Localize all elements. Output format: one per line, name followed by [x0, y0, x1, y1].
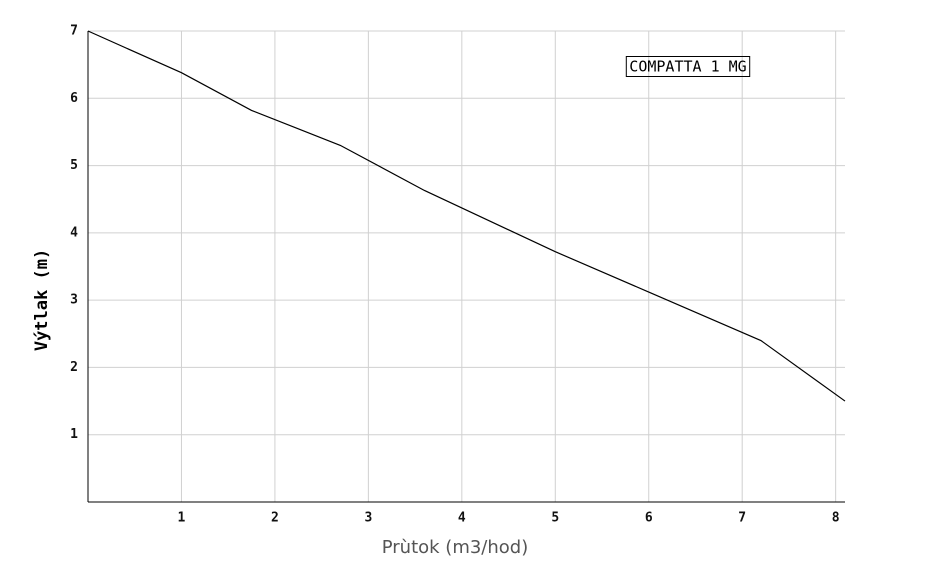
x-tick-label: 4	[458, 511, 466, 526]
legend-label: COMPATTA 1 MG	[629, 58, 746, 76]
y-tick-label: 5	[70, 158, 78, 173]
y-tick-label: 4	[70, 225, 78, 240]
x-tick-label: 5	[551, 511, 559, 526]
line	[87, 30, 846, 402]
x-tick-label: 1	[178, 511, 186, 526]
y-tick-label: 1	[70, 427, 78, 442]
y-tick-label: 3	[70, 293, 78, 308]
y-axis-label: Výtlak (m)	[32, 249, 52, 351]
x-tick-label: 6	[645, 511, 653, 526]
y-tick-label: 7	[70, 24, 78, 39]
x-tick-label: 3	[364, 511, 372, 526]
x-tick-label: 7	[738, 511, 746, 526]
x-tick-label: 8	[832, 511, 840, 526]
y-tick-label: 2	[70, 360, 78, 375]
x-tick-label: 2	[271, 511, 279, 526]
x-axis-label: Prùtok (m3/hod)	[382, 537, 529, 558]
legend-box	[625, 56, 751, 77]
y-tick-label: 6	[70, 91, 78, 106]
